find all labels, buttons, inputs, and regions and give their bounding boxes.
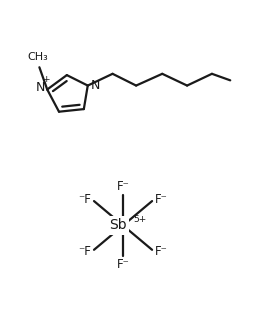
Text: Sb: Sb — [109, 218, 127, 233]
Text: N: N — [36, 81, 45, 94]
Text: +: + — [42, 75, 50, 84]
Text: F⁻: F⁻ — [117, 258, 129, 271]
Text: ⁻F: ⁻F — [78, 193, 91, 206]
Text: ⁻F: ⁻F — [78, 245, 91, 257]
Text: F⁻: F⁻ — [117, 180, 129, 193]
Text: 5+: 5+ — [133, 215, 146, 224]
Text: F⁻: F⁻ — [155, 193, 168, 206]
Text: CH₃: CH₃ — [28, 51, 48, 62]
Text: N: N — [91, 79, 100, 92]
Text: F⁻: F⁻ — [155, 245, 168, 257]
